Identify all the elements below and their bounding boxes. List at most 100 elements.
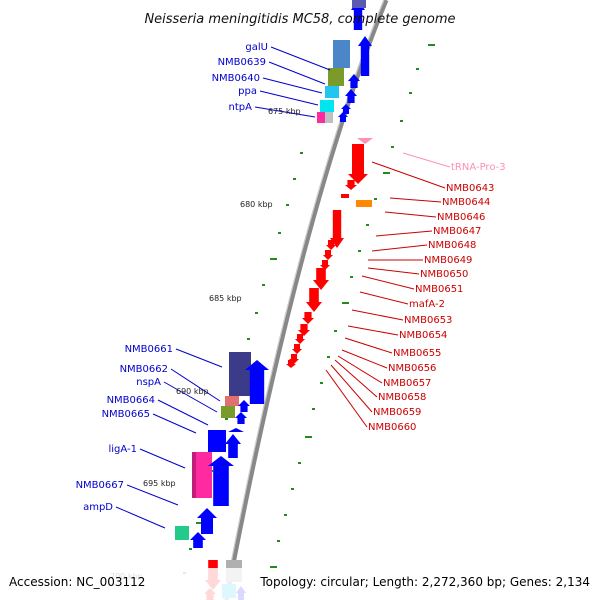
scale-tick-label: 675 kbp [268, 107, 301, 116]
leader-line-nmb0640 [262, 77, 323, 94]
gene-label-nmb0646[interactable]: NMB0646 [437, 212, 485, 223]
reverse-gene-small [341, 194, 349, 198]
scale-tick-label: 685 kbp [209, 294, 242, 303]
forward-gene-arrow [348, 74, 360, 88]
gene-label-nmb0651[interactable]: NMB0651 [415, 284, 463, 295]
scale-dot [358, 250, 361, 252]
scale-dot [225, 418, 228, 420]
gene-label-nmb0661[interactable]: NMB0661 [125, 344, 173, 355]
leader-line-ntpa [254, 106, 316, 118]
gene-label-nmb0643[interactable]: NMB0643 [446, 183, 494, 194]
scale-dot [334, 330, 337, 332]
gene-label-ampd[interactable]: ampD [83, 502, 113, 513]
genome-backbone-highlight [223, 0, 385, 600]
leader-line-nmb0653 [351, 309, 404, 321]
scale-dot [278, 232, 281, 234]
leader-line-nmb0656 [341, 349, 388, 369]
scale-dot [247, 338, 250, 340]
reverse-gene-arrow [298, 324, 310, 336]
leader-line-nmb0647 [375, 230, 433, 237]
leader-line-nmb0643 [371, 161, 446, 189]
gene-label-nmb0640[interactable]: NMB0640 [212, 73, 260, 84]
gene-box-nspa [221, 406, 235, 418]
scale-tick-label: 690 kbp [176, 387, 209, 396]
forward-gene-arrow [341, 104, 351, 114]
gene-label-nmb0649[interactable]: NMB0649 [424, 255, 472, 266]
scale-dot [383, 172, 390, 174]
leader-line-mafa2 [359, 291, 409, 305]
gene-label-nmb0662[interactable]: NMB0662 [120, 364, 168, 375]
scale-tick-label: 695 kbp [143, 479, 176, 488]
gene-label-nmb0656[interactable]: NMB0656 [388, 363, 436, 374]
gene-label-liga1[interactable]: ligA-1 [109, 444, 138, 455]
gene-label-nspa[interactable]: nspA [136, 377, 161, 388]
gene-label-nmb0650[interactable]: NMB0650 [420, 269, 468, 280]
scale-dot [270, 258, 277, 260]
gene-box-ampd [175, 526, 189, 540]
leader-line-nmb0648 [371, 244, 428, 252]
scale-dot [293, 178, 296, 180]
leader-line-nmb0639 [268, 61, 326, 85]
gene-label-nmb0657[interactable]: NMB0657 [383, 378, 431, 389]
scale-dot [270, 566, 277, 568]
scale-dot [305, 436, 312, 438]
gene-label-nmb0653[interactable]: NMB0653 [404, 315, 452, 326]
scale-dot [342, 302, 349, 304]
gene-label-ntpa[interactable]: ntpA [229, 102, 253, 113]
gene-label-galU[interactable]: galU [245, 42, 268, 53]
scale-dot [366, 224, 369, 226]
gene-label-nmb0647[interactable]: NMB0647 [433, 226, 481, 237]
reverse-gene-arrow [292, 344, 302, 354]
gene-box-top [352, 0, 366, 8]
reverse-gene-arrow [348, 144, 368, 184]
gene-features [175, 0, 373, 600]
gene-label-nmb0658[interactable]: NMB0658 [378, 392, 426, 403]
leader-line-liga1 [139, 448, 186, 469]
leader-line-nmb0658 [334, 359, 378, 398]
leader-line-nmb0654 [347, 325, 399, 336]
gene-label-trna-pro-3[interactable]: tRNA-Pro-3 [451, 162, 506, 173]
leader-line-nmb0660 [325, 369, 368, 428]
forward-gene-arrow [238, 400, 250, 412]
gene-label-nmb0655[interactable]: NMB0655 [393, 348, 441, 359]
forward-gene-arrow [208, 456, 234, 506]
reverse-gene-arrow [345, 180, 357, 190]
gene-label-ppa[interactable]: ppa [238, 86, 257, 97]
gene-box-ppa-fill [320, 100, 334, 112]
scale-dot [391, 146, 394, 148]
gene-box-nmb0662 [225, 396, 239, 406]
gene-label-nmb0644[interactable]: NMB0644 [442, 197, 490, 208]
gene-label-nmb0667[interactable]: NMB0667 [76, 480, 124, 491]
forward-gene-arrow [245, 360, 269, 404]
scale-dot [416, 68, 419, 70]
leader-line-nmb0662 [170, 368, 221, 402]
leader-line-nmb0646 [384, 211, 437, 218]
gene-label-nmb0665[interactable]: NMB0665 [102, 409, 150, 420]
reverse-gene-arrow [320, 260, 330, 270]
scale-dot [300, 152, 303, 154]
gene-label-nmb0660[interactable]: NMB0660 [368, 422, 416, 433]
map-title: Neisseria meningitidis MC58, complete ge… [144, 12, 455, 27]
gene-label-mafa2[interactable]: mafA-2 [409, 299, 445, 310]
gene-label-nmb0664[interactable]: NMB0664 [107, 395, 155, 406]
scale-dot [291, 488, 294, 490]
gene-label-nmb0639[interactable]: NMB0639 [218, 57, 266, 68]
gene-label-nmb0648[interactable]: NMB0648 [428, 240, 476, 251]
gene-label-nmb0659[interactable]: NMB0659 [373, 407, 421, 418]
reverse-gene-arrow [323, 250, 333, 260]
scale-dot [312, 408, 315, 410]
gene-box-ntpa [317, 112, 325, 123]
scale-dot [277, 540, 280, 542]
gene-label-nmb0654[interactable]: NMB0654 [399, 330, 447, 341]
gene-box-liga1-edge [192, 452, 196, 498]
leader-line-nmb0657 [337, 355, 383, 384]
gene-box-nmb0640 [325, 86, 339, 98]
scale-dot [409, 92, 412, 94]
label-leader-lines [115, 46, 451, 529]
leader-line-galU [270, 46, 331, 71]
gene-box-nmb0644 [356, 200, 372, 207]
reverse-gene-arrow [295, 334, 305, 344]
forward-gene-arrow [358, 36, 372, 76]
gene-box-ntpa-side [325, 112, 333, 123]
leader-line-ppa [259, 90, 319, 106]
